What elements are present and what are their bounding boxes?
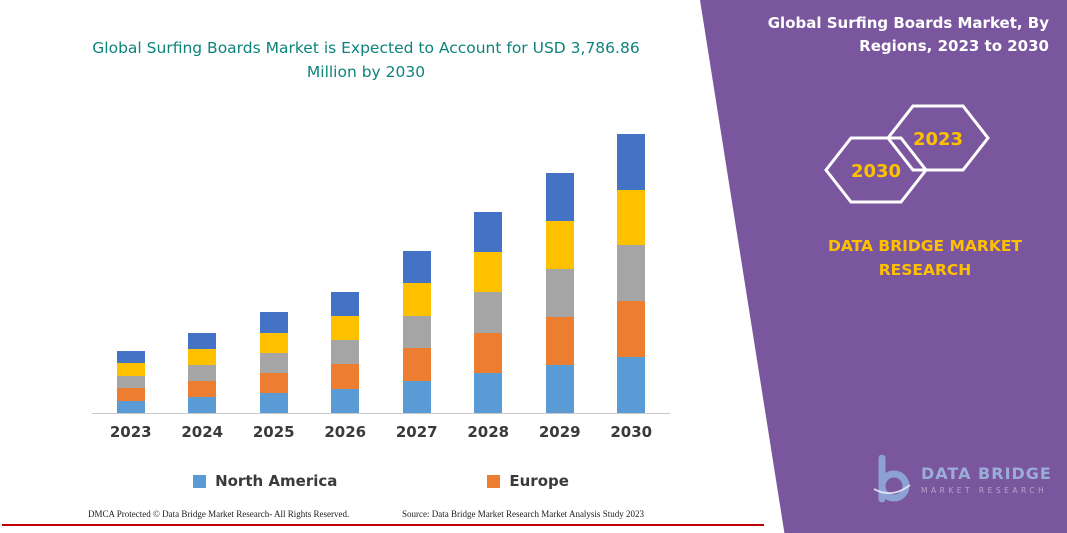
legend-item: North America	[193, 472, 337, 490]
logo-subtitle: MARKET RESEARCH	[921, 485, 1048, 495]
bar-stack	[188, 118, 217, 413]
bar-column: 2024	[167, 118, 239, 441]
bar-segment	[474, 212, 503, 253]
legend-label: North America	[215, 472, 338, 490]
bar-column: 2023	[95, 118, 167, 441]
bar-segment	[545, 221, 574, 270]
year-badges: 2030 2023	[824, 104, 990, 204]
bar-segment	[259, 312, 288, 333]
bar-segment	[116, 350, 145, 364]
bar-segment	[545, 269, 574, 318]
bar-segment	[474, 292, 503, 333]
badge-2030: 2030	[851, 161, 901, 182]
bar-segment	[545, 317, 574, 366]
bar-segment	[188, 348, 217, 365]
chart-legend: North America Europe	[95, 472, 667, 490]
bar-segment	[617, 245, 646, 302]
bar-stack	[259, 118, 288, 413]
hexagon-2030-icon	[824, 136, 928, 204]
bar-column: 2027	[381, 118, 453, 441]
x-axis-label: 2028	[467, 423, 510, 441]
logo-text: DATA BRIDGE MARKET RESEARCH	[921, 464, 1052, 495]
bar-segment	[402, 283, 431, 316]
x-axis-label: 2025	[252, 423, 295, 441]
bar-segment	[259, 392, 288, 413]
x-axis-label: 2027	[395, 423, 438, 441]
panel-title: Global Surfing Boards Market, By Regions…	[767, 14, 1049, 55]
bar-segment	[259, 352, 288, 373]
bar-segment	[188, 396, 217, 413]
badge-2023: 2023	[913, 129, 963, 150]
legend-label: Europe	[509, 472, 569, 490]
bar-segment	[617, 301, 646, 357]
bar-segment	[331, 315, 360, 341]
bar-segment	[331, 364, 360, 389]
bar-segment	[116, 400, 145, 413]
x-axis-label: 2030	[610, 423, 653, 441]
x-axis-label: 2026	[324, 423, 367, 441]
bar-segment	[402, 251, 431, 284]
bar-column: 2025	[238, 118, 310, 441]
bar-column: 2028	[453, 118, 525, 441]
bar-segment	[188, 380, 217, 397]
bar-segment	[259, 332, 288, 353]
bottom-rule	[2, 524, 764, 526]
stacked-bar-chart: 2023 2024 2025 2026 2027 2028 2029 2030	[92, 118, 670, 441]
hexagon-2023-icon	[886, 104, 990, 172]
bar-segment	[402, 380, 431, 413]
bar-segment	[188, 364, 217, 381]
bar-segment	[331, 291, 360, 316]
dbmr-logo: DATA BRIDGE MARKET RESEARCH	[872, 455, 1052, 503]
bar-segment	[116, 388, 145, 401]
x-axis-line	[92, 413, 670, 414]
x-axis-label: 2024	[181, 423, 224, 441]
bar-stack	[474, 118, 503, 413]
bar-segment	[474, 332, 503, 373]
bar-stack	[545, 118, 574, 413]
brand-name: DATA BRIDGE MARKET RESEARCH	[827, 237, 1023, 280]
bar-stack	[331, 118, 360, 413]
x-axis-label: 2029	[538, 423, 581, 441]
dmca-notice: DMCA Protected © Data Bridge Market Rese…	[88, 509, 350, 519]
source-notice: Source: Data Bridge Market Research Mark…	[402, 509, 644, 519]
bar-column: 2030	[596, 118, 668, 441]
bar-segment	[331, 340, 360, 365]
x-axis-label: 2023	[109, 423, 152, 441]
bar-segment	[116, 375, 145, 388]
bar-segment	[116, 363, 145, 376]
bar-column: 2026	[310, 118, 382, 441]
legend-swatch	[487, 474, 501, 488]
chart-title: Global Surfing Boards Market is Expected…	[92, 39, 640, 82]
dbmr-logo-icon	[873, 455, 911, 503]
bar-segment	[617, 357, 646, 413]
bar-segment	[545, 365, 574, 413]
bar-segment	[331, 388, 360, 413]
bar-segment	[474, 372, 503, 413]
bar-segment	[474, 252, 503, 293]
bar-stack	[617, 118, 646, 413]
bar-segment	[617, 133, 646, 190]
bar-segment	[188, 332, 217, 349]
logo-title: DATA BRIDGE	[921, 463, 1052, 483]
bar-segment	[402, 348, 431, 381]
bar-segment	[402, 315, 431, 349]
legend-swatch	[193, 474, 207, 488]
side-panel: Global Surfing Boards Market, By Regions…	[700, 0, 1067, 533]
bar-column: 2029	[524, 118, 596, 441]
legend-item: Europe	[487, 472, 569, 490]
bar-segment	[617, 189, 646, 246]
bar-segment	[259, 372, 288, 393]
bar-stack	[116, 118, 145, 413]
bar-stack	[402, 118, 431, 413]
bar-segment	[545, 173, 574, 222]
plot-area: 2023 2024 2025 2026 2027 2028 2029 2030	[92, 118, 670, 441]
